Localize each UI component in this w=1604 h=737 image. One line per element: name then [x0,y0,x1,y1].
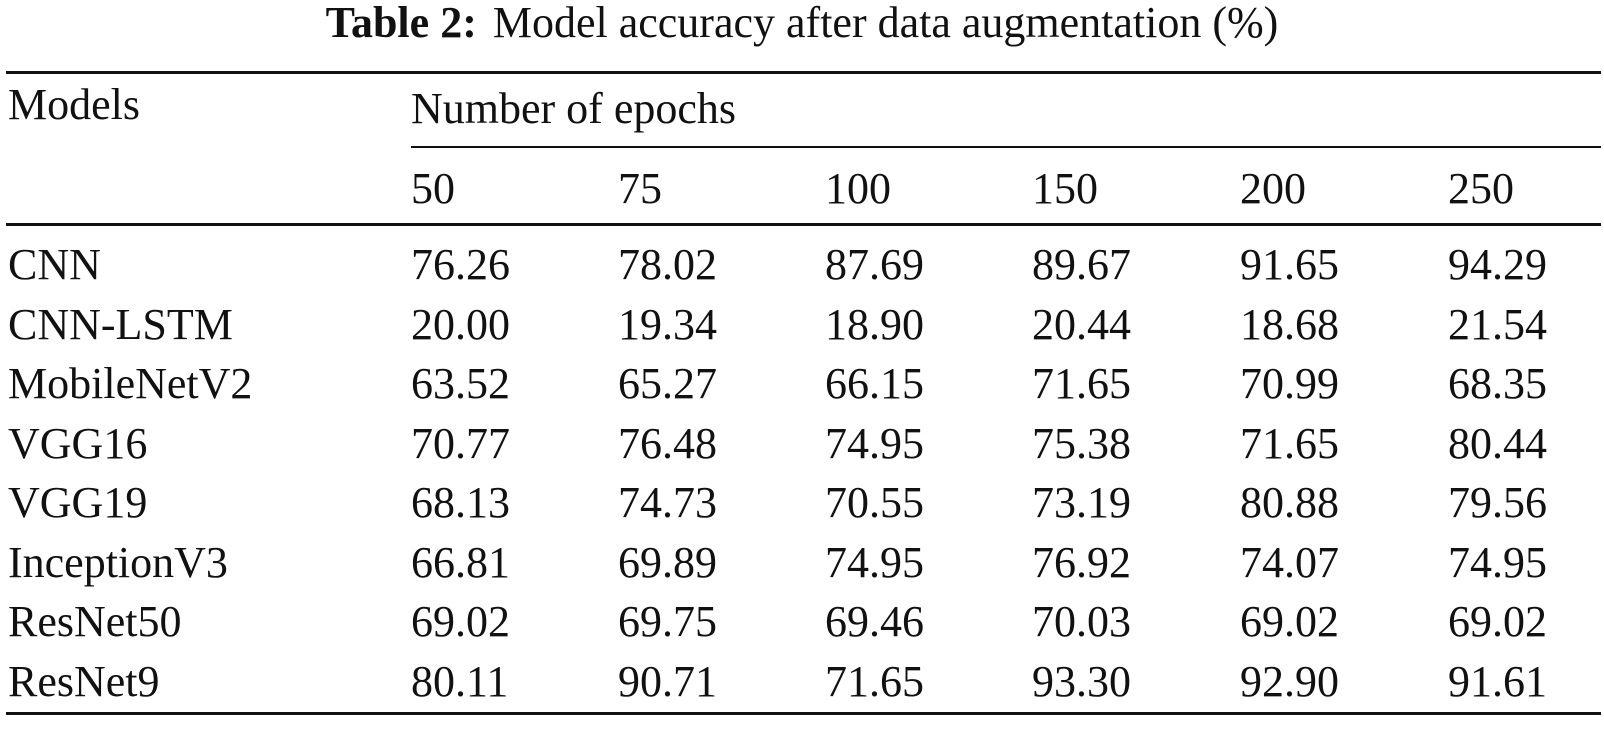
accuracy-cell: 74.73 [618,478,717,527]
table-caption: Table 2: Model accuracy after data augmen… [0,0,1604,54]
table-row: ResNet50 69.02 69.75 69.46 70.03 69.02 69.02 [0,599,1604,659]
accuracy-cell: 63.52 [411,359,510,408]
accuracy-cell: 91.61 [1448,656,1547,706]
top-rule [6,71,1601,74]
accuracy-cell: 21.54 [1448,299,1547,349]
caption-text: Model accuracy after data augmentation (… [492,0,1279,47]
accuracy-cell: 18.68 [1240,299,1339,349]
table-row: VGG16 70.77 76.48 74.95 75.38 71.65 80.44 [0,418,1604,481]
epoch-header-row: 50 75 100 150 200 250 [0,166,1604,216]
accuracy-cell: 19.34 [618,299,717,349]
accuracy-cell: 93.30 [1032,656,1131,706]
accuracy-cell: 74.95 [825,418,924,468]
epoch-header-cell: 200 [1240,164,1306,213]
accuracy-cell: 90.71 [618,656,717,706]
accuracy-cell: 69.89 [618,537,717,587]
model-name-cell: CNN [8,240,101,289]
table-row: MobileNetV2 63.52 65.27 66.15 71.65 70.99 68.3… [0,361,1604,421]
accuracy-cell: 70.99 [1240,359,1339,408]
header-rule [6,223,1601,226]
epoch-header-cell: 75 [618,164,662,213]
accuracy-cell: 70.03 [1032,597,1131,646]
table-row: CNN-LSTM 20.00 19.34 18.90 20.44 18.68 21.54 [0,299,1604,362]
epoch-header-cell: 50 [411,164,455,213]
accuracy-cell: 71.65 [1240,418,1339,468]
accuracy-cell: 68.13 [411,478,510,527]
accuracy-cell: 71.65 [825,656,924,706]
accuracy-cell: 76.26 [411,240,510,289]
accuracy-cell: 66.15 [825,359,924,408]
accuracy-cell: 79.56 [1448,478,1547,527]
accuracy-cell: 87.69 [825,240,924,289]
model-name-cell: InceptionV3 [8,537,228,587]
accuracy-cell: 20.00 [411,299,510,349]
accuracy-cell: 20.44 [1032,299,1131,349]
model-name-cell: MobileNetV2 [8,359,253,408]
epochs-group-header: Number of epochs [411,84,737,133]
accuracy-cell: 76.48 [618,418,717,468]
accuracy-cell: 69.02 [1240,597,1339,646]
table-row: ResNet9 80.11 90.71 71.65 93.30 92.90 91.61 [0,656,1604,719]
accuracy-cell: 68.35 [1448,359,1547,408]
accuracy-cell: 69.02 [1448,597,1547,646]
accuracy-cell: 65.27 [618,359,717,408]
model-name-cell: VGG19 [8,478,148,527]
model-name-cell: CNN-LSTM [8,299,233,349]
accuracy-cell: 74.07 [1240,537,1339,587]
bottom-rule [6,712,1601,715]
table-row: VGG19 68.13 74.73 70.55 73.19 80.88 79.56 [0,480,1604,540]
accuracy-cell: 91.65 [1240,240,1339,289]
accuracy-cell: 73.19 [1032,478,1131,527]
accuracy-cell: 76.92 [1032,537,1131,587]
epoch-header-cell: 250 [1448,164,1514,213]
accuracy-cell: 78.02 [618,240,717,289]
epoch-header-cell: 150 [1032,164,1098,213]
accuracy-cell: 80.11 [411,656,509,706]
accuracy-cell: 94.29 [1448,240,1547,289]
accuracy-cell: 80.44 [1448,418,1547,468]
accuracy-cell: 89.67 [1032,240,1131,289]
accuracy-cell: 80.88 [1240,478,1339,527]
table-row: CNN 76.26 78.02 87.69 89.67 91.65 94.29 [0,242,1604,302]
accuracy-cell: 70.55 [825,478,924,527]
accuracy-cell: 69.75 [618,597,717,646]
epoch-header-cell: 100 [825,164,891,213]
accuracy-cell: 74.95 [1448,537,1547,587]
accuracy-cell: 75.38 [1032,418,1131,468]
accuracy-cell: 69.02 [411,597,510,646]
model-name-cell: VGG16 [8,418,148,468]
model-name-cell: ResNet9 [8,656,160,706]
accuracy-cell: 66.81 [411,537,510,587]
table-row: InceptionV3 66.81 69.89 74.95 76.92 74.07 74.9… [0,537,1604,600]
accuracy-cell: 92.90 [1240,656,1339,706]
accuracy-cell: 18.90 [825,299,924,349]
caption-label: Table 2: [325,0,477,47]
accuracy-cell: 69.46 [825,597,924,646]
model-name-cell: ResNet50 [8,597,182,646]
accuracy-cell: 70.77 [411,418,510,468]
accuracy-cell: 71.65 [1032,359,1131,408]
accuracy-cell: 74.95 [825,537,924,587]
epochs-group-rule [411,146,1601,148]
models-column-header: Models [8,80,140,129]
